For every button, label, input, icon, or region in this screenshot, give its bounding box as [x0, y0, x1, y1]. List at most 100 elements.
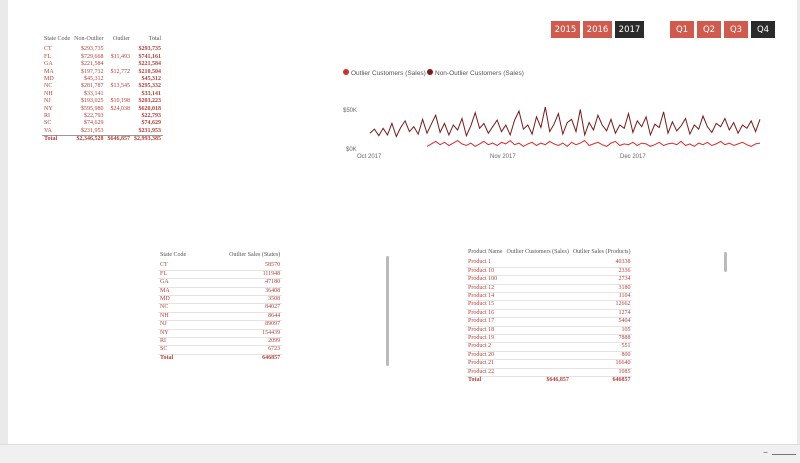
chart-legend: Outlier Customers (Sales) Non-Outlier Cu… [343, 69, 524, 77]
year-button-2017[interactable]: 2017 [615, 21, 644, 38]
row-label: NJ [158, 320, 189, 330]
cell-value [504, 267, 571, 277]
states-table-scrollbar[interactable] [386, 256, 389, 366]
quarter-button-q3[interactable]: Q3 [724, 21, 748, 38]
year-button-2016[interactable]: 2016 [583, 21, 612, 38]
cell-value [504, 317, 571, 327]
cell-value: $295,332 [138, 83, 162, 90]
cell-value: $293,735 [138, 46, 162, 53]
state-sales-matrix: State Code Non-Outlier Outlier Total CT $293… [42, 36, 163, 144]
row-label: Product 22 [466, 368, 505, 378]
table-row[interactable]: Product 15 12662 [466, 300, 633, 310]
quarter-button-q1[interactable]: Q1 [670, 21, 694, 38]
report-canvas [8, 0, 797, 444]
table-row[interactable]: CT 58570 [158, 262, 283, 271]
table-row[interactable]: Product 1 40338 [466, 259, 633, 268]
cell-value: $231,953 [138, 127, 162, 134]
total-value: $2,346,528 [72, 135, 106, 144]
column-header[interactable]: Total [148, 36, 161, 42]
products-table-scrollbar[interactable] [724, 252, 727, 272]
quarter-button-q2[interactable]: Q2 [697, 21, 721, 38]
total-value: $2,993,385 [132, 135, 163, 144]
cell-value: 7888 [570, 334, 633, 344]
row-label: CT [158, 262, 189, 271]
table-row[interactable]: SC $74,629 $74,629 [42, 120, 163, 127]
table-row[interactable]: Product 22 1085 [466, 368, 633, 378]
column-header[interactable]: State Code [44, 36, 71, 42]
table-row[interactable]: NY 154439 [158, 329, 283, 339]
table-row[interactable]: VA $231,953 $231,953 [42, 128, 163, 136]
cell-value: 40338 [570, 259, 633, 268]
table-row[interactable]: Product 100 2734 [466, 275, 633, 285]
table-row[interactable]: Product 19 7888 [466, 334, 633, 344]
quarter-button-q4[interactable]: Q4 [751, 21, 775, 38]
table-row[interactable]: NJ 89097 [158, 320, 283, 330]
row-label: Product 20 [466, 351, 505, 361]
row-label: Product 12 [466, 284, 505, 294]
table-row[interactable]: RI $22,793 $22,793 [42, 113, 163, 120]
row-label: VA [44, 127, 52, 134]
table-row[interactable]: Product 2 551 [466, 342, 633, 352]
column-header[interactable]: Outlier Sales (Products) [572, 249, 631, 255]
cell-value: 154439 [188, 329, 283, 339]
row-label: NY [44, 105, 53, 112]
table-row[interactable]: NC $281,787 $13,545 $295,332 [42, 83, 163, 90]
table-row[interactable]: Product 20 800 [466, 351, 633, 361]
table-row[interactable]: NH $33,141 $33,141 [42, 91, 163, 98]
table-row[interactable]: NJ $193,025 $10,198 $203,223 [42, 98, 163, 105]
table-row[interactable]: MA $197,732 $12,772 $210,504 [42, 69, 163, 76]
table-row[interactable]: Product 14 1104 [466, 292, 633, 302]
table-row[interactable]: CT $293,735 $293,735 [42, 46, 163, 53]
legend-marker-non-outlier [427, 69, 433, 75]
table-row[interactable]: MD 3508 [158, 295, 283, 305]
outlier-sales-states-table: State Code Outlier Sales (States) CT 58570… [158, 252, 283, 363]
cell-value: $45,312 [84, 76, 104, 83]
zoom-out-icon[interactable]: – [763, 447, 768, 458]
column-header[interactable]: State Code [160, 252, 187, 258]
year-slicer: 2015 2016 2017 [551, 21, 644, 38]
row-label: Product 2 [466, 342, 505, 352]
table-row[interactable]: NY $595,980 $24,038 $620,018 [42, 106, 163, 113]
table-row[interactable]: Product 21 16640 [466, 359, 633, 369]
legend-outlier-label: Outlier Customers (Sales) [351, 70, 426, 77]
cell-value: 89097 [188, 320, 283, 330]
table-row[interactable]: Product 10 2336 [466, 267, 633, 277]
table-row[interactable]: Product 16 1274 [466, 309, 633, 319]
table-row[interactable]: FL 111948 [158, 270, 283, 280]
cell-value: $221,584 [81, 61, 104, 68]
table-row[interactable]: GA $221,584 $221,584 [42, 61, 163, 68]
cell-value: $22,793 [141, 113, 162, 120]
row-label: MD [44, 76, 54, 83]
table-row[interactable]: GA 47180 [158, 278, 283, 288]
table-row[interactable]: NC 84027 [158, 303, 283, 313]
table-row[interactable]: SC 6723 [158, 345, 283, 355]
column-header[interactable]: Outlier Sales (States) [229, 252, 281, 258]
table-row[interactable]: Product 17 5404 [466, 317, 633, 327]
table-row[interactable]: Product 12 3180 [466, 284, 633, 294]
row-label: NY [158, 329, 189, 339]
zoom-slider[interactable] [772, 454, 796, 455]
year-button-2015[interactable]: 2015 [551, 21, 580, 38]
total-row: Total $2,346,528 $646,857 $2,993,385 [42, 135, 163, 144]
column-header[interactable]: Product Name [468, 249, 503, 255]
row-label: MA [44, 68, 54, 75]
column-header[interactable]: Outlier [113, 36, 130, 42]
column-header[interactable]: Non-Outlier [74, 36, 104, 42]
cell-value: 105 [570, 326, 633, 336]
table-row[interactable]: Product 18 105 [466, 326, 633, 336]
cell-value: 3508 [188, 295, 283, 305]
cell-value: $197,732 [81, 68, 104, 75]
table-row[interactable]: MA 36408 [158, 287, 283, 297]
row-label: Product 1 [466, 259, 505, 268]
table-row[interactable]: MD $45,312 $45,312 [42, 76, 163, 83]
table-row[interactable]: RI 2099 [158, 337, 283, 347]
total-value: 646857 [570, 376, 633, 385]
cell-value: 5404 [570, 317, 633, 327]
table-row[interactable]: FL $729,668 $11,493 $741,161 [42, 54, 163, 61]
status-bar: – [0, 444, 800, 463]
column-header[interactable]: Outlier Customers (Sales) [506, 249, 569, 255]
table-row[interactable]: NH 8644 [158, 312, 283, 322]
cell-value: 551 [570, 342, 633, 352]
row-label: NC [158, 303, 189, 313]
total-value: $646,857 [504, 376, 571, 385]
